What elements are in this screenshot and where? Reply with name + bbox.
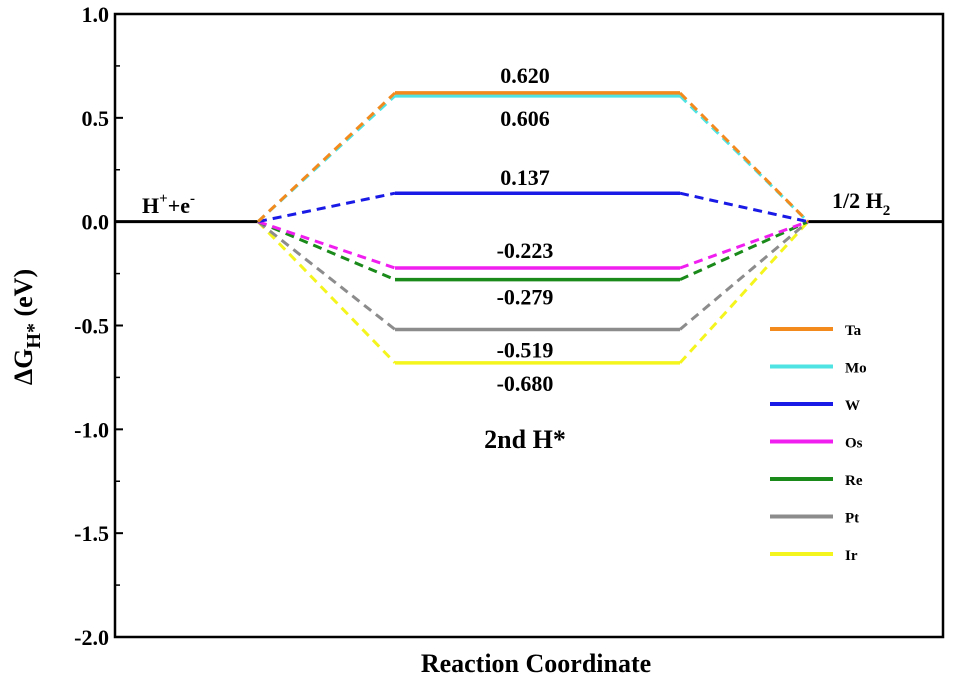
y-tick-label: -0.5	[74, 314, 109, 339]
axes: 1.0 0.5 0.0 -0.5 -1.0 -1.5 -2.0	[74, 2, 945, 650]
series-ta-fall	[678, 91, 810, 223]
initial-state-electron: +e	[168, 193, 191, 218]
legend-label-mo: Mo	[845, 361, 867, 377]
series-os-fall	[679, 220, 809, 270]
value-label-ir: -0.680	[497, 371, 554, 396]
initial-state-sup-minus: -	[190, 191, 195, 207]
legend-label-ta: Ta	[845, 323, 862, 339]
initial-state-sup-plus: +	[159, 191, 168, 207]
initial-state-label: H++e-	[142, 191, 195, 218]
series-pt-fall	[679, 220, 809, 331]
y-tick-label: 0.5	[82, 106, 110, 131]
series-os-rise	[257, 220, 396, 270]
y-tick-label: -2.0	[74, 625, 109, 650]
y-tick-label: 0.0	[82, 210, 110, 235]
series-re-fall	[679, 220, 809, 281]
final-state-sub: 2	[883, 203, 891, 219]
series-ta-rise	[256, 91, 397, 223]
legend-label-re: Re	[845, 473, 863, 489]
legend-label-w: W	[845, 398, 860, 414]
value-label-w: 0.137	[500, 165, 550, 190]
final-state-text: 1/2 H	[832, 188, 883, 213]
final-state-label: 1/2 H2	[832, 188, 890, 219]
value-label-pt: -0.519	[497, 337, 554, 362]
series-layer	[256, 91, 810, 365]
series-pt-rise	[257, 220, 396, 331]
value-label-re: -0.279	[497, 285, 554, 310]
legend-label-ir: Ir	[845, 548, 858, 564]
y-axis-title-unit: (eV)	[9, 269, 38, 323]
series-w-fall	[679, 191, 809, 224]
labels-layer: 0.620 0.606 0.137 -0.223 -0.279 -0.519 -0.680	[497, 63, 554, 396]
y-axis-title-main: ΔG	[9, 349, 38, 386]
panel-label: 2nd H*	[484, 425, 566, 454]
y-tick-label: 1.0	[82, 2, 110, 27]
x-axis-title: Reaction Coordinate	[421, 649, 651, 678]
y-tick-label: -1.0	[74, 417, 109, 442]
legend-label-os: Os	[845, 436, 863, 452]
y-tick-label: -1.5	[74, 521, 109, 546]
value-label-ta: 0.620	[500, 63, 550, 88]
y-axis-title-subscript: H*	[23, 323, 45, 349]
series-w-rise	[257, 191, 396, 224]
legend-label-pt: Pt	[845, 511, 859, 527]
y-axis-title: ΔGH* (eV)	[9, 269, 45, 385]
series-ir-fall	[678, 220, 810, 364]
legend: Ta Mo W Os Re Pt Ir	[770, 323, 867, 564]
initial-state-h: H	[142, 193, 159, 218]
value-label-mo: 0.606	[500, 106, 550, 131]
svg-text:ΔGH* (eV): ΔGH* (eV)	[9, 269, 45, 385]
value-label-os: -0.223	[497, 238, 554, 263]
series-re-rise	[257, 220, 396, 281]
series-ir-rise	[256, 220, 397, 364]
